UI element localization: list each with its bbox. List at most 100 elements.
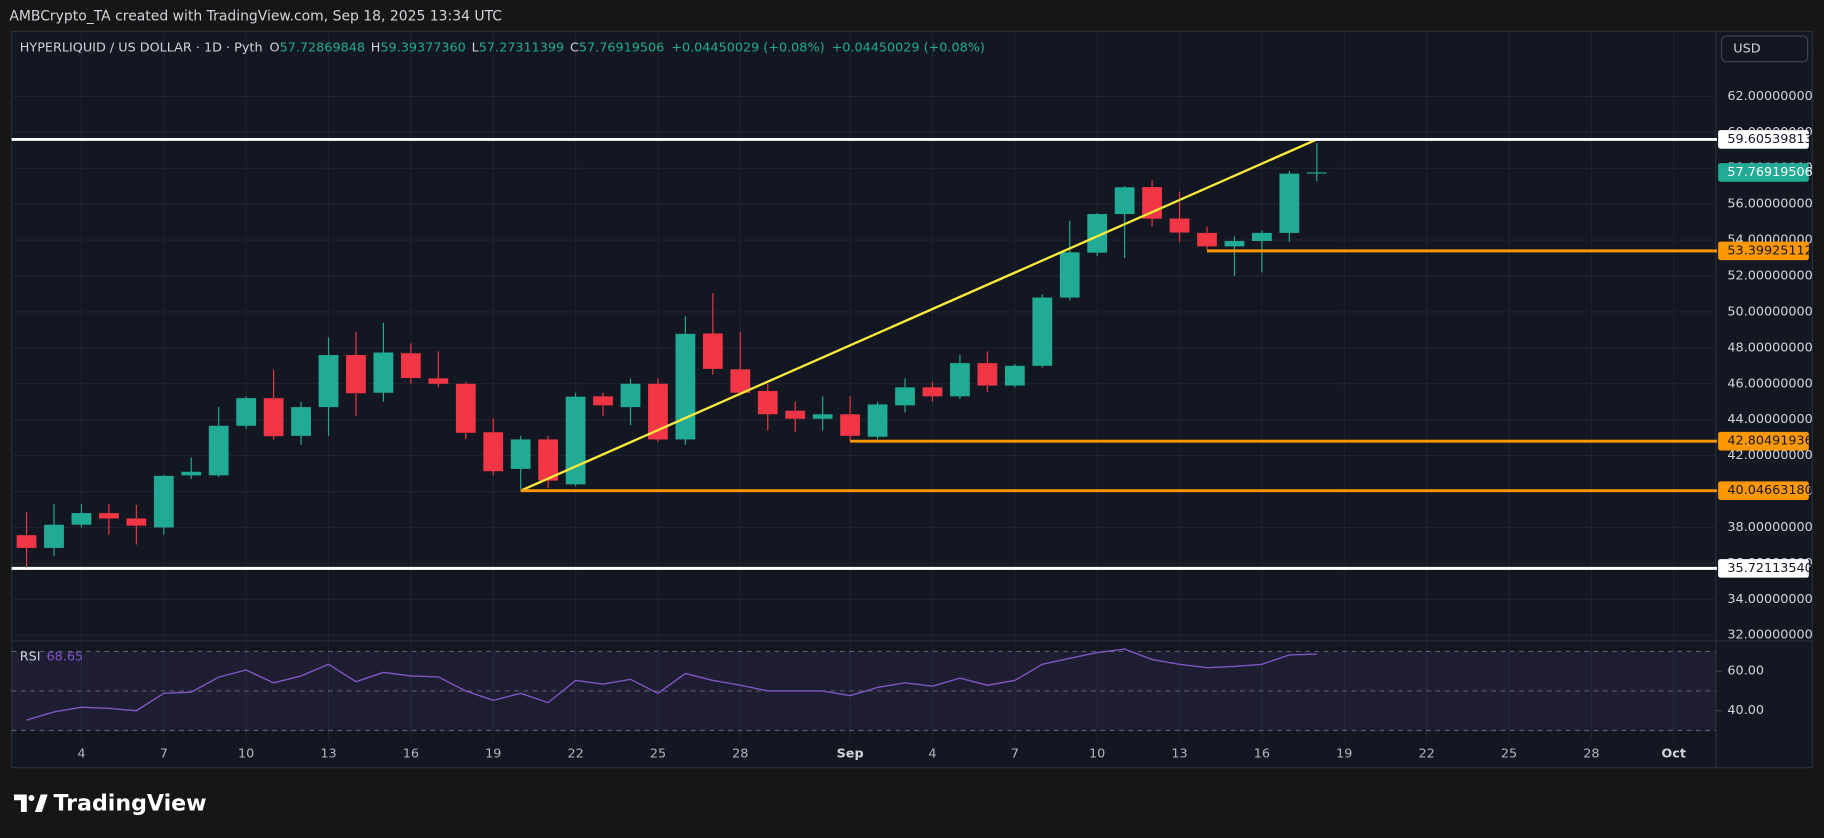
candle-body bbox=[1032, 297, 1053, 366]
rsi-line bbox=[26, 648, 1317, 721]
candle-body bbox=[977, 363, 998, 386]
currency-button[interactable] bbox=[1721, 35, 1809, 63]
y-tick-label: 62.00000000 bbox=[1727, 89, 1812, 104]
candle-body bbox=[922, 387, 943, 397]
currency-label[interactable]: USD bbox=[1733, 41, 1760, 56]
candle-body bbox=[675, 333, 696, 440]
candle-body bbox=[1087, 214, 1108, 253]
candle-body bbox=[153, 475, 174, 528]
logo-mark bbox=[13, 794, 27, 812]
rsi-value: 68.65 bbox=[47, 650, 84, 665]
y-tick-label: 32.00000000 bbox=[1727, 628, 1812, 643]
y-tick-label: 38.00000000 bbox=[1727, 520, 1812, 535]
change: +0.04450029 (+0.08%) bbox=[671, 40, 824, 55]
candle-body bbox=[346, 355, 366, 394]
candle-body bbox=[263, 398, 284, 437]
x-tick-label: 10 bbox=[1089, 746, 1105, 761]
x-tick-label: 28 bbox=[1583, 746, 1599, 761]
y-tick-label: 56.00000000 bbox=[1727, 197, 1812, 212]
last-price-box bbox=[1718, 163, 1809, 182]
rsi-tick-label: 60.00 bbox=[1727, 664, 1764, 679]
price-label: 53.39925112 bbox=[1727, 243, 1812, 258]
candle-body bbox=[291, 407, 311, 436]
brand: TradingView bbox=[54, 790, 207, 816]
candle-body bbox=[593, 396, 613, 406]
candle-body bbox=[318, 355, 339, 408]
x-tick-label: 16 bbox=[403, 746, 419, 761]
price-label: 35.72113540 bbox=[1727, 561, 1812, 576]
candle-body bbox=[126, 518, 147, 526]
ohlc-value: 57.76919506 bbox=[579, 40, 664, 55]
y-tick-label: 34.00000000 bbox=[1727, 592, 1812, 607]
candle-body bbox=[950, 363, 970, 397]
y-tick-label: 44.00000000 bbox=[1727, 412, 1812, 427]
candle-body bbox=[538, 439, 559, 481]
price-label: 59.60539813 bbox=[1727, 132, 1812, 147]
candle-body bbox=[181, 471, 202, 476]
candle-body bbox=[71, 513, 92, 525]
candle-body bbox=[620, 383, 641, 408]
ohlc-label: H bbox=[371, 40, 381, 55]
y-tick-label: 50.00000000 bbox=[1727, 304, 1812, 319]
ohlc-value: 57.27311399 bbox=[479, 40, 564, 55]
rsi-name: RSI bbox=[20, 650, 41, 665]
credit: AMBCrypto_TA created with TradingView.co… bbox=[9, 8, 502, 24]
candle-body bbox=[373, 352, 394, 393]
candle-body bbox=[840, 414, 861, 436]
logo: TradingView bbox=[13, 790, 207, 816]
candle-body bbox=[99, 513, 119, 519]
candle-body bbox=[1197, 232, 1217, 247]
candle-body bbox=[16, 535, 37, 548]
x-tick-label: 25 bbox=[1501, 746, 1517, 761]
last-price: 57.76919506 bbox=[1727, 165, 1812, 180]
candle-body bbox=[1004, 365, 1025, 386]
x-tick-label: 16 bbox=[1254, 746, 1270, 761]
candle-body bbox=[1252, 232, 1272, 241]
candle-body bbox=[785, 410, 806, 419]
y-tick-label: 52.00000000 bbox=[1727, 269, 1812, 284]
candle-body bbox=[867, 404, 888, 437]
candle-body bbox=[428, 378, 449, 384]
candle-body bbox=[510, 439, 531, 469]
x-tick-label: 19 bbox=[1336, 746, 1352, 761]
candle-body bbox=[648, 383, 668, 440]
x-tick-label: Oct bbox=[1661, 746, 1686, 761]
candle-body bbox=[208, 425, 229, 476]
candle-body bbox=[730, 369, 751, 393]
candle-body bbox=[400, 353, 421, 379]
price-label-box bbox=[1718, 241, 1809, 261]
price-label-box bbox=[1718, 481, 1809, 500]
ohlc-value: 57.72869848 bbox=[280, 40, 365, 55]
price-label: 42.80491936 bbox=[1727, 434, 1812, 449]
x-tick-label: 4 bbox=[77, 746, 85, 761]
x-tick-label: 4 bbox=[928, 746, 936, 761]
x-tick-label: 22 bbox=[567, 746, 583, 761]
x-tick-label: Sep bbox=[837, 746, 864, 761]
ohlc-label: O bbox=[270, 40, 280, 55]
logo-mark bbox=[34, 794, 48, 812]
x-tick-label: 10 bbox=[238, 746, 254, 761]
symbol: HYPERLIQUID / US DOLLAR · 1D · Pyth bbox=[20, 40, 263, 55]
candle-body bbox=[702, 333, 723, 369]
candle-body bbox=[1306, 172, 1327, 174]
trend-line bbox=[520, 138, 1318, 492]
price-label: 40.04663180 bbox=[1727, 483, 1812, 498]
ohlc-label: L bbox=[472, 40, 480, 55]
candle-body bbox=[1224, 240, 1245, 247]
ohlc-value: 59.39377360 bbox=[380, 40, 465, 55]
y-tick-label: 48.00000000 bbox=[1727, 340, 1812, 355]
candle-body bbox=[236, 398, 257, 426]
legend: HYPERLIQUID / US DOLLAR · 1D · Pyth O57.7… bbox=[20, 40, 985, 55]
x-tick-label: 7 bbox=[160, 746, 168, 761]
candle-body bbox=[1114, 187, 1135, 215]
x-tick-label: 13 bbox=[320, 746, 336, 761]
candle-body bbox=[1279, 173, 1300, 233]
ohlc-label: C bbox=[570, 40, 579, 55]
y-tick-label: 46.00000000 bbox=[1727, 376, 1812, 391]
candle-body bbox=[812, 414, 833, 419]
candle-body bbox=[565, 396, 586, 485]
price-label-box bbox=[1718, 431, 1809, 451]
price-label-box bbox=[1718, 130, 1809, 149]
